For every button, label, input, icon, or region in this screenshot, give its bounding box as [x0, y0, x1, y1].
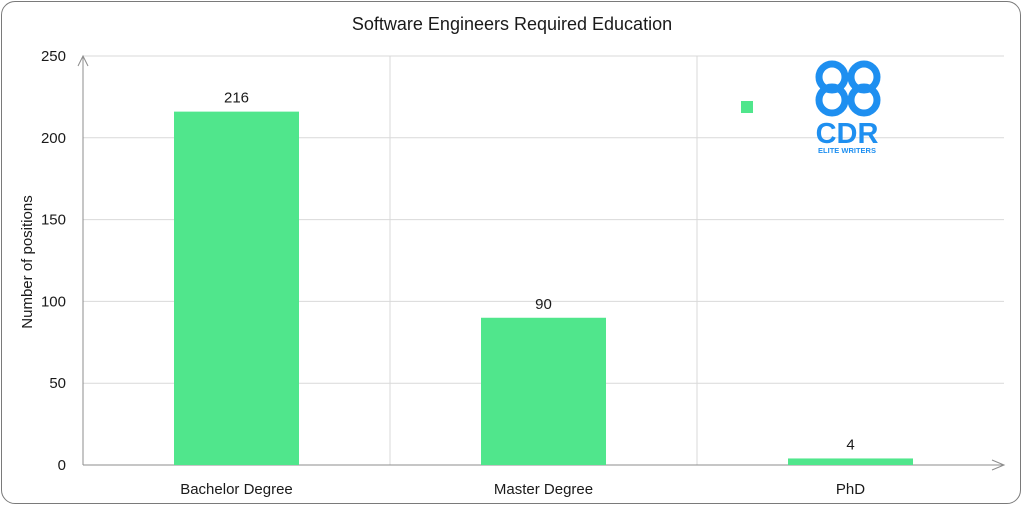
- bar: [788, 458, 913, 465]
- cdr-elite-writers-logo: [815, 60, 881, 117]
- y-tick-label: 0: [58, 457, 66, 474]
- chart-title: Software Engineers Required Education: [352, 14, 672, 34]
- y-tick-label: 100: [41, 293, 66, 310]
- y-tick-label: 50: [49, 375, 66, 392]
- y-tick-label: 250: [41, 48, 66, 65]
- x-axis-arrow: [991, 459, 1006, 471]
- bars: [174, 111, 913, 466]
- data-labels: 216 90 4: [224, 90, 855, 454]
- x-tick-label: Bachelor Degree: [180, 481, 293, 498]
- x-tick-label: PhD: [836, 481, 865, 498]
- bar: [481, 317, 606, 465]
- y-tick-label: 150: [41, 212, 66, 229]
- logo-tagline: ELITE WRITERS: [818, 146, 876, 155]
- y-axis-arrow: [77, 54, 89, 67]
- logo-brand: CDR: [816, 118, 879, 150]
- legend-swatch: [741, 101, 753, 113]
- y-axis-label: Number of positions: [19, 195, 36, 328]
- bar: [174, 111, 299, 466]
- x-tick-label: Master Degree: [494, 481, 593, 498]
- x-tick-labels: Bachelor Degree Master Degree PhD: [180, 481, 865, 498]
- data-label: 216: [224, 90, 249, 107]
- data-label: 4: [846, 436, 854, 453]
- data-label: 90: [535, 296, 552, 313]
- y-tick-labels: 0 50 100 150 200 250: [41, 48, 66, 474]
- y-tick-label: 200: [41, 130, 66, 147]
